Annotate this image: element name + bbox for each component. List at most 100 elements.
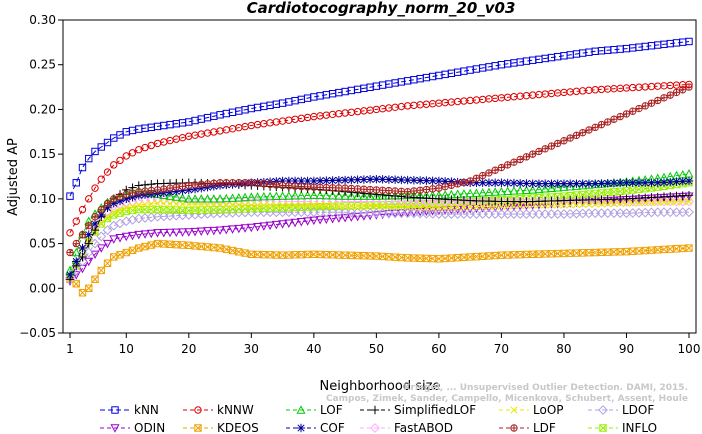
legend: kNN kNNW LOF SimplifiedLOF LoOP LDOF ODIN KDEOS… [100,403,657,434]
x-tick-label: 70 [494,342,509,356]
x-tick-label: 90 [619,342,634,356]
series-point-loop [504,202,512,210]
series-point-cof [572,179,581,188]
series-point-cof [315,176,325,185]
series-point-inflo [610,188,618,196]
series-point-ldf [435,184,443,192]
series-point-ldf [147,186,155,195]
series-point-odin [121,232,131,242]
series-point-lof [290,191,300,200]
series-point-ldf [185,181,193,190]
series-point-ldf [391,187,399,195]
series-point-cof [497,178,506,187]
series-point-knn [97,143,105,151]
series-point-ldf [360,185,368,193]
series-point-ldf [560,137,568,145]
series-point-ldof [346,207,357,218]
series-point-lof [259,191,269,201]
y-tick-label: −0.05 [19,326,56,340]
series-point-lof [515,185,525,195]
y-tick-label: 0.05 [29,237,56,251]
series-point-odin [353,212,363,222]
series-point-ldf [422,185,431,194]
series-point-odin [140,230,150,239]
series-point-cof [490,178,500,187]
series-point-cof [434,176,444,186]
legend-item-simplifiedlof: SimplifiedLOF [360,403,476,417]
series-point-ldf [191,181,199,189]
series-point-loop [391,202,399,211]
series-point-cof [359,175,369,184]
series-point-ldf [97,205,105,214]
series-point-loop [485,202,493,210]
series-point-ldof [415,208,426,219]
series-point-ldf [160,185,168,193]
series-point-odin [246,223,256,233]
series-point-loop [641,199,649,207]
series-point-odin [228,225,238,234]
legend-label: LDF [533,421,556,434]
series-point-knn [85,154,93,163]
series-point-cof [365,175,375,184]
legend-item-lof: LOF [286,403,343,417]
series-point-ldf [372,186,381,194]
legend-item-fastabod: FastABOD [360,421,453,434]
series-point-inflo [629,186,637,194]
series-point-lof [503,186,513,196]
series-point-loop [672,198,681,206]
series-point-loop [153,199,162,207]
series-point-loop [229,201,237,209]
series-point-loop [241,201,249,209]
series-point-kdeos [147,241,155,249]
series-point-loop [435,204,443,212]
series-point-inflo [635,185,643,194]
legend-label: INFLO [622,421,657,434]
series-point-kdeos [97,266,105,275]
series-point-ldf [235,179,243,187]
series-point-ldf [503,161,512,169]
series-point-ldf [616,112,624,121]
series-point-inflo [591,189,599,198]
series-point-loop [354,202,362,210]
series-point-ldf [66,248,74,257]
series-point-kdeos [141,242,149,251]
series-point-cof [72,257,81,266]
series-point-lof [209,194,219,203]
series-point-cof [384,175,394,184]
y-tick-label: 0.10 [29,192,56,206]
series-point-cof [128,192,137,202]
series-point-loop [341,202,349,210]
series-point-loop [360,202,368,210]
series-point-ldf [378,186,387,194]
series-point-lof [471,188,481,197]
series-point-loop [635,199,643,207]
series-point-loop [579,201,587,209]
series-point-ldf [316,183,324,192]
series-point-cof [278,176,287,186]
series-point-lof [240,192,250,202]
legend-label: FastABOD [394,421,453,434]
series-point-odin [384,210,394,219]
series-point-lof [284,191,294,200]
series-point-lof [221,193,231,203]
series-point-loop [385,202,393,210]
series-point-cof [403,175,412,185]
series-point-cof [440,177,450,186]
series-point-cof [172,187,181,196]
series-point-kdeos [85,284,93,292]
series-point-ldf [416,186,424,194]
series-point-lof [303,190,313,200]
legend-swatch-marker [111,406,119,414]
series-point-ldf [347,184,356,193]
legend-label: KDEOS [217,421,259,434]
series-point-cof [103,203,112,212]
series-point-inflo [579,190,587,199]
series-point-ldf [103,199,112,207]
series-point-knnw [85,195,93,203]
legend-label: LoOP [533,403,564,417]
legend-item-knn: kNN [100,403,159,417]
series-point-loop [322,201,330,210]
series-point-cof [515,179,525,188]
series-point-ldf [122,190,130,199]
series-point-odin [190,227,200,237]
